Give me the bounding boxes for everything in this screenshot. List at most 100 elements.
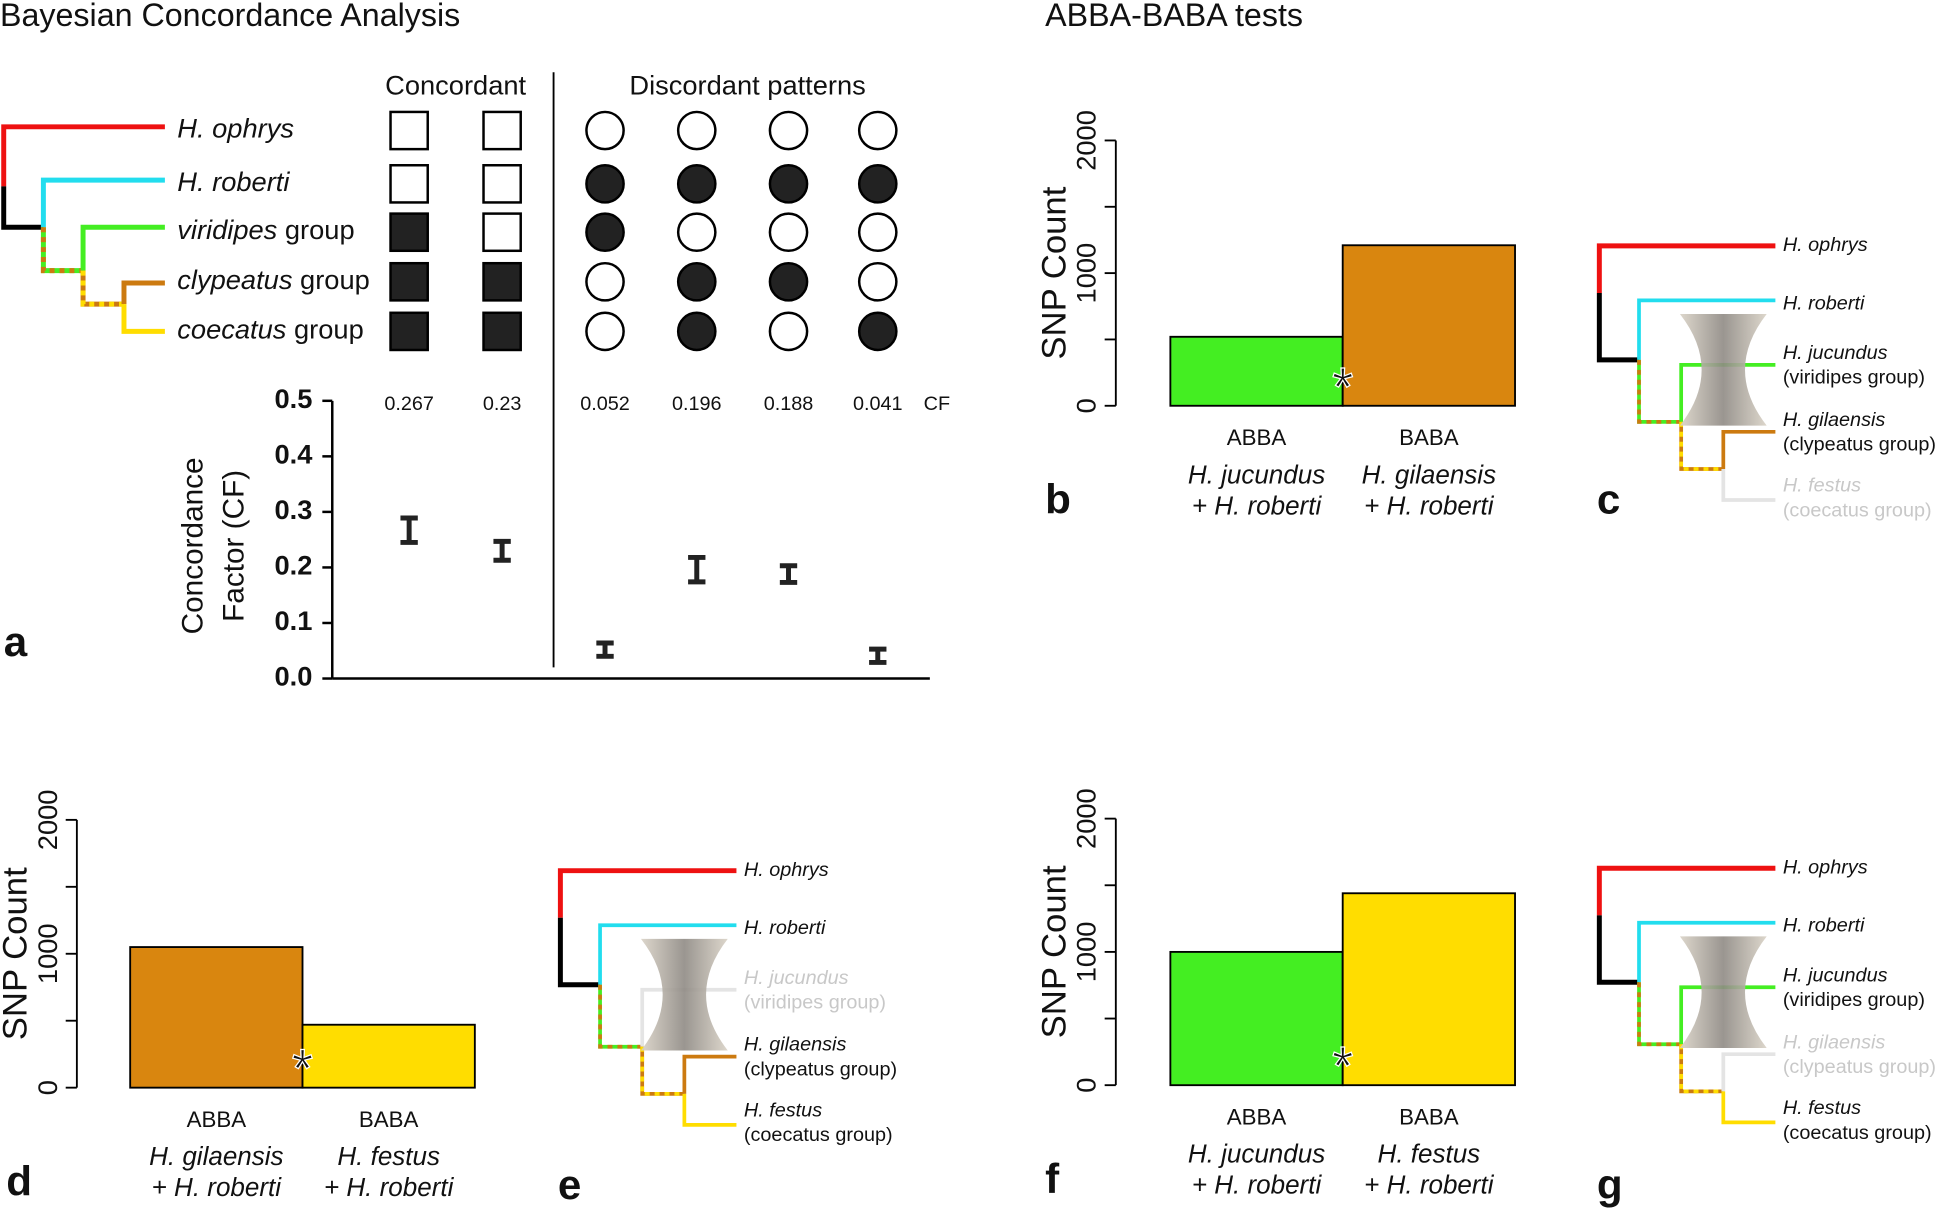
taxon-group: (coecatus group) — [1783, 499, 1932, 521]
x-tick-label: ABBA — [187, 1107, 247, 1132]
y-tick-label: 0 — [1071, 398, 1102, 413]
pattern-circle — [676, 311, 717, 352]
taxon-group: (clypeatus group) — [1783, 1056, 1936, 1078]
pattern-circle — [857, 261, 898, 302]
category-sublabel: H. gilaensis — [1362, 459, 1496, 489]
branch — [598, 984, 643, 1049]
panel-letter: a — [4, 618, 28, 665]
pattern-circle — [857, 212, 898, 253]
branch — [1721, 469, 1776, 502]
values-name: CF — [924, 393, 950, 415]
y-axis-label: Factor (CF) — [217, 470, 250, 622]
taxon-name: coecatus — [177, 314, 286, 345]
significance: * — [1332, 1036, 1353, 1097]
category-sublabel: + H. roberti — [152, 1172, 283, 1202]
y-tick-label: 1000 — [1071, 922, 1102, 983]
taxon-group: (clypeatus group) — [744, 1059, 897, 1081]
branch — [1637, 920, 1776, 983]
y-axis-label: SNP Count — [0, 867, 35, 1040]
branch — [1, 124, 165, 187]
error-bar — [400, 515, 418, 545]
branch — [1721, 429, 1776, 470]
taxon-name: H. festus — [1783, 1097, 1861, 1119]
branch — [1721, 1052, 1776, 1092]
panel-letter: g — [1597, 1161, 1623, 1208]
taxon-suffix: group — [292, 264, 369, 295]
category-sublabel: H. gilaensis — [149, 1141, 283, 1171]
title: ABBA-BABA tests — [1045, 0, 1303, 33]
branch — [598, 923, 737, 985]
category-sublabel: H. festus — [1378, 1139, 1481, 1169]
bar — [301, 1023, 476, 1089]
pattern-circle — [676, 110, 717, 151]
pattern-square — [482, 311, 522, 352]
pattern-square — [389, 164, 429, 204]
x-tick-label: BABA — [1399, 425, 1459, 450]
panel-letter: c — [1597, 476, 1620, 523]
x-tick-label: BABA — [359, 1107, 419, 1132]
pattern-square — [482, 164, 522, 204]
significance: * — [1332, 356, 1353, 417]
category-sublabel: H. festus — [337, 1141, 440, 1171]
branch-hatch — [1637, 982, 1682, 1047]
pattern-circle — [768, 164, 809, 204]
pattern-square — [482, 110, 522, 151]
y-tick-label: 0.1 — [275, 605, 313, 636]
taxon-label: clypeatus group — [177, 264, 370, 295]
bar — [1169, 335, 1344, 407]
panel-letter: e — [558, 1161, 581, 1208]
pattern-square — [482, 261, 522, 302]
category-sublabel: H. jucundus — [1188, 459, 1325, 489]
branch — [40, 227, 84, 274]
taxon-group: (coecatus group) — [744, 1124, 893, 1146]
taxon-label: coecatus group — [177, 314, 363, 345]
branch-hatch — [640, 1046, 685, 1096]
taxon-name: viridipes — [177, 214, 277, 245]
taxon-name: H. jucundus — [1783, 964, 1888, 986]
branch — [1637, 359, 1682, 424]
bar — [129, 946, 304, 1089]
y-axis-label: SNP Count — [1035, 186, 1073, 359]
error-bar — [596, 640, 614, 659]
pattern-circle — [768, 110, 809, 151]
value-label: 0.041 — [853, 393, 903, 415]
pattern-circle — [857, 110, 898, 151]
taxon-name: H. roberti — [177, 166, 290, 197]
y-tick-label: 1000 — [32, 923, 63, 984]
branch — [1679, 1044, 1724, 1094]
panel-letter: f — [1045, 1155, 1060, 1202]
pattern-circle — [676, 261, 717, 302]
x-tick-label: ABBA — [1227, 425, 1287, 450]
taxon-label: viridipes group — [177, 214, 354, 245]
branch-hatch — [1679, 1044, 1724, 1094]
pattern-square — [482, 212, 522, 253]
taxon-name: H. ophrys — [744, 859, 829, 881]
pattern-square — [389, 311, 429, 352]
branch — [1596, 915, 1640, 985]
value-label: 0.052 — [580, 393, 630, 415]
error-bar — [688, 554, 706, 585]
taxon-group: (clypeatus group) — [1783, 434, 1936, 456]
taxon-name: H. jucundus — [1783, 342, 1888, 364]
panel-letter: d — [6, 1158, 32, 1205]
pattern-circle — [857, 164, 898, 204]
pattern-circle — [768, 261, 809, 302]
taxon-name: H. gilaensis — [744, 1034, 847, 1056]
category-sublabel: + H. roberti — [1192, 1170, 1323, 1200]
y-axis-label: Concordance — [177, 457, 210, 634]
pattern-circle — [676, 212, 717, 253]
taxon-name: H. festus — [1783, 475, 1861, 497]
taxon-name: H. roberti — [744, 917, 826, 939]
taxon-group: (viridipes group) — [744, 992, 886, 1014]
introgression-hourglass — [640, 938, 728, 1051]
branch — [80, 270, 124, 307]
y-tick-label: 0.0 — [275, 661, 313, 692]
y-tick-label: 0.3 — [275, 494, 313, 525]
significance: * — [292, 1038, 313, 1099]
branch — [1, 186, 44, 230]
taxon-name: H. roberti — [1783, 915, 1865, 937]
branch — [682, 1093, 737, 1127]
branch — [557, 917, 601, 988]
y-tick-label: 1000 — [1071, 243, 1102, 304]
branch — [1637, 298, 1776, 360]
